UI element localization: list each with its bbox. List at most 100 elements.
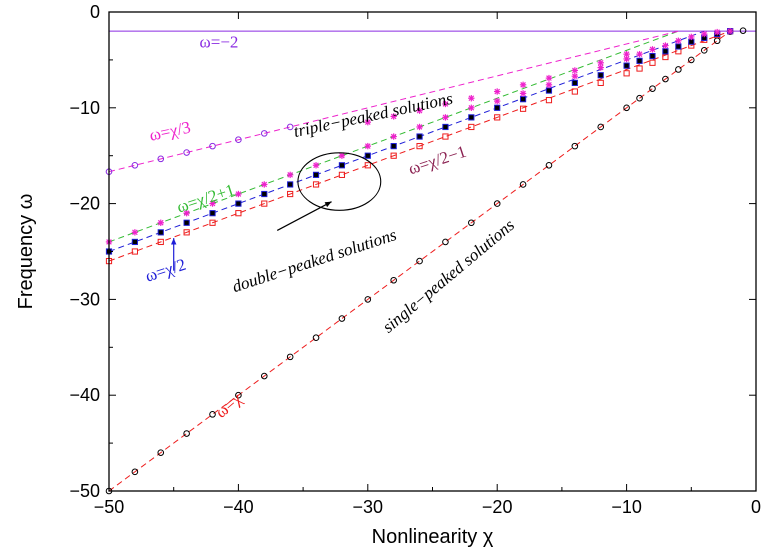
data-point	[209, 210, 216, 217]
x-tick-label: −30	[353, 497, 384, 517]
annotation-arrow	[276, 201, 332, 231]
data-point	[519, 96, 527, 103]
y-tick-label: −50	[69, 481, 100, 501]
data-point	[597, 123, 605, 131]
data-point	[662, 48, 669, 55]
chart-annotation: ω=χ/2+1	[174, 180, 237, 217]
data-point	[688, 33, 695, 41]
chart-annotation: double−peaked solutions	[230, 225, 399, 296]
data-point	[338, 315, 346, 322]
data-point	[235, 391, 242, 399]
data-point	[662, 42, 669, 49]
series-line	[108, 30, 731, 492]
data-point	[739, 27, 747, 34]
data-point	[675, 66, 682, 73]
data-point	[623, 104, 630, 112]
data-point	[545, 87, 553, 94]
x-tick-label: −40	[223, 497, 254, 517]
data-point	[416, 143, 423, 150]
data-point	[519, 181, 527, 188]
data-point	[597, 59, 604, 66]
data-point	[287, 181, 294, 188]
data-point	[519, 105, 527, 112]
data-point	[519, 90, 527, 97]
data-point	[157, 219, 164, 226]
data-point	[312, 162, 320, 169]
data-point	[636, 65, 643, 72]
data-point	[235, 136, 242, 144]
data-point	[675, 37, 682, 44]
data-point	[364, 162, 371, 169]
data-point	[183, 219, 190, 226]
data-point	[442, 133, 449, 140]
series-line	[108, 30, 679, 173]
data-point	[157, 238, 164, 246]
data-point	[416, 123, 423, 131]
data-point	[494, 114, 501, 121]
data-point	[545, 161, 553, 169]
x-axis-label: Nonlinearity χ	[372, 526, 494, 548]
chart-annotation: triple−peaked solutions	[292, 89, 455, 141]
data-point	[338, 152, 346, 159]
data-point	[183, 149, 190, 156]
data-point	[364, 296, 372, 303]
data-point	[442, 123, 449, 131]
chart-annotation: ω=χ/2	[143, 255, 188, 286]
data-point	[235, 200, 242, 207]
plot-frame	[108, 11, 757, 492]
data-point	[209, 219, 216, 226]
data-point	[390, 276, 397, 284]
data-point	[649, 52, 656, 60]
series-line	[108, 30, 731, 262]
data-point	[623, 70, 630, 77]
data-point	[312, 334, 320, 342]
data-point	[713, 28, 721, 36]
data-point	[442, 114, 449, 121]
data-point	[545, 97, 553, 104]
data-point	[390, 152, 397, 159]
data-point	[131, 161, 139, 169]
data-point	[416, 257, 423, 265]
data-point	[493, 200, 501, 207]
y-tick-label: 0	[90, 2, 100, 22]
data-point	[675, 43, 682, 50]
data-point	[636, 57, 643, 64]
data-point	[286, 171, 294, 179]
data-point	[468, 95, 475, 102]
data-point	[157, 229, 164, 236]
data-point	[571, 67, 579, 74]
data-point	[312, 171, 320, 178]
data-point	[649, 46, 656, 53]
data-point	[597, 79, 604, 86]
data-point	[494, 97, 501, 105]
data-point	[636, 94, 643, 102]
y-tick-label: −10	[69, 98, 100, 118]
data-point	[468, 219, 475, 227]
data-point	[442, 238, 449, 246]
data-point	[390, 143, 397, 150]
data-point	[338, 162, 346, 169]
data-point	[597, 72, 604, 79]
series-line	[108, 30, 705, 252]
data-point	[416, 133, 423, 140]
y-tick-label: −20	[69, 194, 100, 214]
data-point	[312, 181, 320, 188]
data-point	[571, 79, 578, 86]
data-point	[623, 62, 630, 69]
data-point	[261, 190, 268, 198]
data-point	[571, 72, 579, 80]
data-point	[649, 85, 656, 92]
data-point	[286, 123, 294, 131]
data-point	[623, 50, 630, 58]
data-point	[209, 142, 216, 150]
chart-annotation: ω=χ/3	[148, 118, 193, 145]
data-point	[235, 210, 242, 217]
data-point	[662, 53, 669, 61]
data-point	[183, 430, 190, 437]
annotation-arrow	[170, 238, 177, 271]
x-tick-label: 0	[751, 497, 761, 517]
data-point	[131, 248, 138, 255]
data-point	[287, 190, 294, 198]
y-tick-label: −30	[69, 289, 100, 309]
